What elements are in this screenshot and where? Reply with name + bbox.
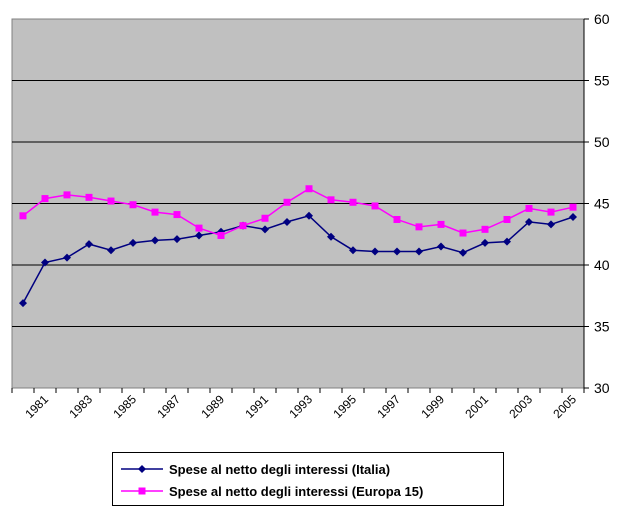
data-point-s1-2000	[459, 229, 467, 237]
data-point-s0-1986	[151, 236, 159, 245]
data-point-s1-2004	[547, 208, 555, 216]
series-line-1	[22, 187, 574, 237]
data-point-s0-1985	[129, 238, 137, 247]
data-point-s0-1980	[19, 299, 27, 308]
data-point-s0-1988	[195, 231, 203, 240]
y-tick-label-45: 45	[594, 196, 610, 212]
data-point-s0-2000	[459, 248, 467, 257]
y-tick-label-55: 55	[594, 73, 610, 89]
y-tick-label-60: 60	[594, 11, 610, 27]
y-tick-label-40: 40	[594, 257, 610, 273]
x-tick-label-2005: 2005	[550, 392, 579, 421]
series-line-0	[22, 214, 574, 304]
legend-swatch-italia	[121, 465, 163, 473]
legend-label-italia: Spese al netto degli interessi (Italia)	[169, 461, 391, 477]
y-tick-label-50: 50	[594, 134, 610, 150]
data-point-s1-1985	[129, 201, 137, 209]
data-point-s1-2001	[481, 225, 489, 233]
data-point-s1-1990	[239, 222, 247, 230]
data-point-s0-2002	[503, 237, 511, 246]
data-point-s1-1993	[305, 185, 313, 193]
y-tick-label-35: 35	[594, 319, 610, 335]
data-point-s1-1981	[41, 195, 49, 203]
x-tick-label-1991: 1991	[242, 392, 271, 421]
data-point-s1-2005	[569, 203, 577, 211]
legend-swatch-europa	[121, 487, 163, 495]
data-point-s1-1992	[283, 198, 291, 206]
data-point-s0-1997	[393, 247, 401, 256]
x-tick-label-1997: 1997	[374, 392, 403, 421]
x-tick-label-1987: 1987	[154, 392, 183, 421]
data-point-s1-2003	[525, 204, 533, 212]
data-point-s1-1989	[217, 231, 225, 239]
data-point-s0-1991	[261, 225, 269, 234]
data-point-s0-1992	[283, 217, 291, 226]
data-point-s0-1993	[305, 211, 313, 220]
data-point-s1-1980	[19, 212, 27, 220]
data-point-s1-1987	[173, 211, 181, 219]
data-point-s1-1986	[151, 208, 159, 216]
data-point-s0-1996	[371, 247, 379, 256]
data-point-s0-1987	[173, 235, 181, 244]
data-point-s1-1997	[393, 215, 401, 223]
data-point-s1-1994	[327, 196, 335, 204]
data-point-s1-1995	[349, 198, 357, 206]
data-point-s0-1984	[107, 246, 115, 255]
data-point-s0-2005	[569, 213, 577, 222]
x-tick-label-1993: 1993	[286, 392, 315, 421]
x-tick-label-1989: 1989	[198, 392, 227, 421]
x-tick-label-1983: 1983	[66, 392, 95, 421]
data-point-s1-1983	[85, 193, 93, 201]
legend-item-europa: Spese al netto degli interessi (Europa 1…	[121, 481, 423, 501]
data-point-s0-2001	[481, 238, 489, 247]
x-tick-label-1981: 1981	[22, 392, 51, 421]
data-point-s0-2003	[525, 217, 533, 226]
data-point-s0-1981	[41, 258, 49, 267]
y-tick-label-30: 30	[594, 380, 610, 396]
data-point-s0-1994	[327, 232, 335, 241]
legend-label-europa: Spese al netto degli interessi (Europa 1…	[169, 483, 424, 499]
data-point-s1-2002	[503, 215, 511, 223]
data-point-s0-1983	[85, 240, 93, 249]
data-point-s1-1982	[63, 191, 71, 199]
legend-item-italia: Spese al netto degli interessi (Italia)	[121, 459, 390, 479]
data-point-s0-1982	[63, 253, 71, 262]
x-tick-label-1995: 1995	[330, 392, 359, 421]
x-tick-label-2003: 2003	[506, 392, 535, 421]
legend: Spese al netto degli interessi (Italia) …	[112, 452, 504, 506]
data-point-s1-1984	[107, 197, 115, 205]
data-point-s1-1991	[261, 214, 269, 222]
data-point-s1-1999	[437, 220, 445, 228]
data-point-s1-1998	[415, 223, 423, 231]
data-point-s0-1998	[415, 247, 423, 256]
x-tick-label-1985: 1985	[110, 392, 139, 421]
x-tick-label-2001: 2001	[462, 392, 491, 421]
x-tick-label-1999: 1999	[418, 392, 447, 421]
data-point-s0-1999	[437, 242, 445, 251]
data-point-s0-1995	[349, 246, 357, 255]
data-point-s0-2004	[547, 220, 555, 229]
data-point-s1-1988	[195, 224, 203, 232]
data-point-s1-1996	[371, 202, 379, 210]
